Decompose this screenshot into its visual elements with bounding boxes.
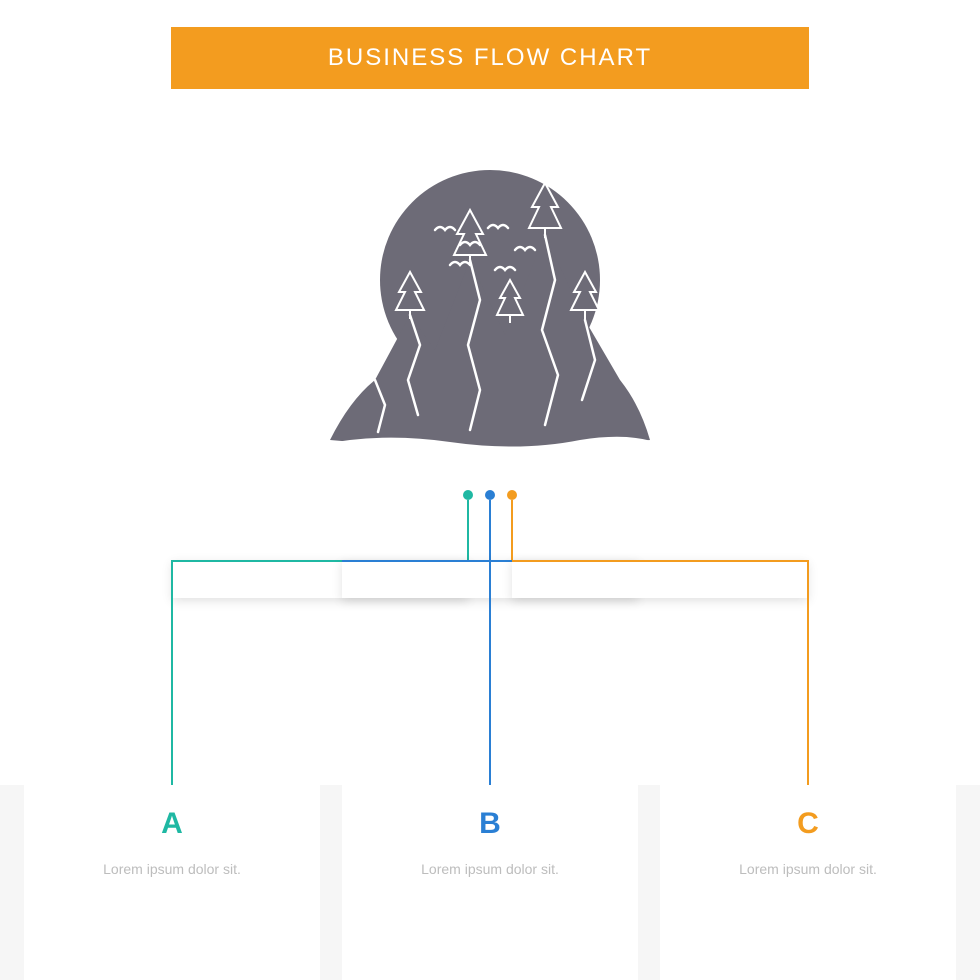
connector-stem-b bbox=[489, 500, 491, 560]
card-letter-a: A bbox=[161, 807, 183, 841]
connector-drop-b bbox=[489, 560, 491, 795]
connector-area bbox=[0, 490, 980, 790]
card-a: A Lorem ipsum dolor sit. bbox=[24, 785, 320, 980]
connector-stem-c bbox=[511, 500, 513, 560]
card-letter-b: B bbox=[479, 807, 501, 841]
connector-hbar-c bbox=[512, 560, 808, 598]
card-c: C Lorem ipsum dolor sit. bbox=[660, 785, 956, 980]
card-b: B Lorem ipsum dolor sit. bbox=[342, 785, 638, 980]
cards-row: A Lorem ipsum dolor sit. B Lorem ipsum d… bbox=[0, 785, 980, 980]
connector-dot-c bbox=[507, 490, 517, 500]
connector-dot-b bbox=[485, 490, 495, 500]
connector-stem-a bbox=[467, 500, 469, 560]
card-text-a: Lorem ipsum dolor sit. bbox=[103, 859, 241, 880]
connector-dot-a bbox=[463, 490, 473, 500]
card-text-c: Lorem ipsum dolor sit. bbox=[739, 859, 877, 880]
connector-drop-c bbox=[807, 560, 809, 795]
connector-drop-a bbox=[171, 560, 173, 795]
title-text: BUSINESS FLOW CHART bbox=[328, 44, 652, 72]
title-bar: BUSINESS FLOW CHART bbox=[171, 27, 809, 89]
card-text-b: Lorem ipsum dolor sit. bbox=[421, 859, 559, 880]
card-letter-c: C bbox=[797, 807, 819, 841]
mountain-landscape-icon bbox=[320, 150, 660, 470]
